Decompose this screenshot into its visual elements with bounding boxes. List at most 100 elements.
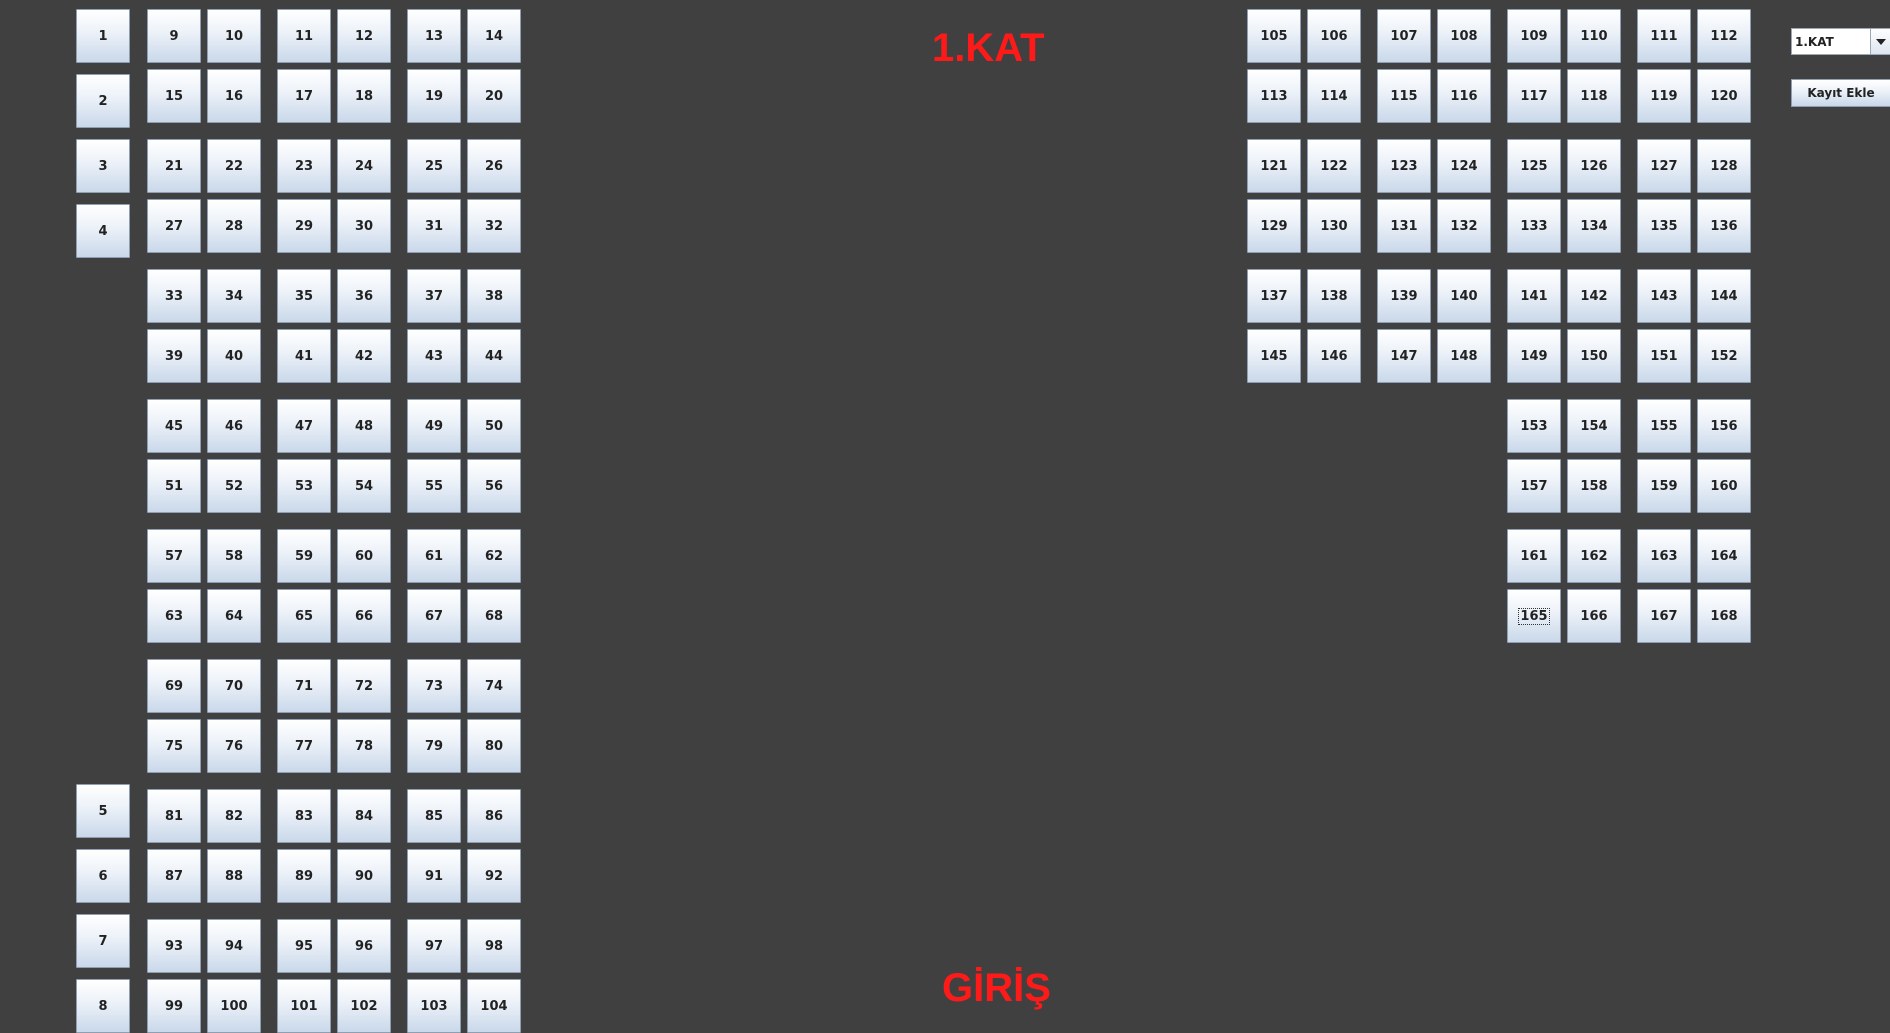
seat-button[interactable]: 161 bbox=[1507, 529, 1561, 583]
seat-button[interactable]: 97 bbox=[407, 919, 461, 973]
seat-button[interactable]: 7 bbox=[76, 914, 130, 968]
seat-button[interactable]: 150 bbox=[1567, 329, 1621, 383]
seat-button[interactable]: 130 bbox=[1307, 199, 1361, 253]
seat-button[interactable]: 155 bbox=[1637, 399, 1691, 453]
seat-button[interactable]: 112 bbox=[1697, 9, 1751, 63]
seat-button[interactable]: 122 bbox=[1307, 139, 1361, 193]
seat-button[interactable]: 8 bbox=[76, 979, 130, 1033]
seat-button[interactable]: 103 bbox=[407, 979, 461, 1033]
seat-button[interactable]: 153 bbox=[1507, 399, 1561, 453]
seat-button[interactable]: 52 bbox=[207, 459, 261, 513]
seat-button[interactable]: 157 bbox=[1507, 459, 1561, 513]
seat-button[interactable]: 59 bbox=[277, 529, 331, 583]
seat-button[interactable]: 73 bbox=[407, 659, 461, 713]
seat-button[interactable]: 99 bbox=[147, 979, 201, 1033]
seat-button[interactable]: 24 bbox=[337, 139, 391, 193]
seat-button[interactable]: 86 bbox=[467, 789, 521, 843]
add-record-button[interactable]: Kayıt Ekle bbox=[1791, 79, 1890, 107]
seat-button[interactable]: 61 bbox=[407, 529, 461, 583]
seat-button[interactable]: 44 bbox=[467, 329, 521, 383]
seat-button[interactable]: 135 bbox=[1637, 199, 1691, 253]
seat-button[interactable]: 54 bbox=[337, 459, 391, 513]
seat-button[interactable]: 15 bbox=[147, 69, 201, 123]
seat-button[interactable]: 67 bbox=[407, 589, 461, 643]
seat-button[interactable]: 40 bbox=[207, 329, 261, 383]
seat-button[interactable]: 78 bbox=[337, 719, 391, 773]
seat-button[interactable]: 144 bbox=[1697, 269, 1751, 323]
seat-button[interactable]: 38 bbox=[467, 269, 521, 323]
seat-button[interactable]: 3 bbox=[76, 139, 130, 193]
seat-button[interactable]: 39 bbox=[147, 329, 201, 383]
seat-button[interactable]: 10 bbox=[207, 9, 261, 63]
seat-button[interactable]: 30 bbox=[337, 199, 391, 253]
seat-button[interactable]: 4 bbox=[76, 204, 130, 258]
seat-button[interactable]: 65 bbox=[277, 589, 331, 643]
seat-button[interactable]: 166 bbox=[1567, 589, 1621, 643]
seat-button[interactable]: 14 bbox=[467, 9, 521, 63]
seat-button[interactable]: 114 bbox=[1307, 69, 1361, 123]
seat-button[interactable]: 74 bbox=[467, 659, 521, 713]
seat-button[interactable]: 148 bbox=[1437, 329, 1491, 383]
seat-button[interactable]: 102 bbox=[337, 979, 391, 1033]
seat-button[interactable]: 117 bbox=[1507, 69, 1561, 123]
seat-button[interactable]: 37 bbox=[407, 269, 461, 323]
seat-button[interactable]: 140 bbox=[1437, 269, 1491, 323]
seat-button[interactable]: 48 bbox=[337, 399, 391, 453]
seat-button[interactable]: 110 bbox=[1567, 9, 1621, 63]
seat-button[interactable]: 46 bbox=[207, 399, 261, 453]
seat-button[interactable]: 109 bbox=[1507, 9, 1561, 63]
seat-button[interactable]: 89 bbox=[277, 849, 331, 903]
seat-button[interactable]: 106 bbox=[1307, 9, 1361, 63]
seat-button[interactable]: 120 bbox=[1697, 69, 1751, 123]
seat-button[interactable]: 87 bbox=[147, 849, 201, 903]
seat-button[interactable]: 36 bbox=[337, 269, 391, 323]
seat-button[interactable]: 57 bbox=[147, 529, 201, 583]
seat-button[interactable]: 16 bbox=[207, 69, 261, 123]
seat-button[interactable]: 119 bbox=[1637, 69, 1691, 123]
seat-button[interactable]: 71 bbox=[277, 659, 331, 713]
seat-button[interactable]: 19 bbox=[407, 69, 461, 123]
seat-button[interactable]: 137 bbox=[1247, 269, 1301, 323]
seat-button[interactable]: 159 bbox=[1637, 459, 1691, 513]
seat-button[interactable]: 29 bbox=[277, 199, 331, 253]
seat-button[interactable]: 100 bbox=[207, 979, 261, 1033]
seat-button[interactable]: 163 bbox=[1637, 529, 1691, 583]
seat-button[interactable]: 41 bbox=[277, 329, 331, 383]
seat-button[interactable]: 145 bbox=[1247, 329, 1301, 383]
seat-button[interactable]: 164 bbox=[1697, 529, 1751, 583]
seat-button[interactable]: 35 bbox=[277, 269, 331, 323]
seat-button[interactable]: 69 bbox=[147, 659, 201, 713]
seat-button[interactable]: 116 bbox=[1437, 69, 1491, 123]
seat-button[interactable]: 94 bbox=[207, 919, 261, 973]
seat-button[interactable]: 23 bbox=[277, 139, 331, 193]
seat-button[interactable]: 90 bbox=[337, 849, 391, 903]
seat-button[interactable]: 50 bbox=[467, 399, 521, 453]
seat-button[interactable]: 64 bbox=[207, 589, 261, 643]
seat-button[interactable]: 141 bbox=[1507, 269, 1561, 323]
seat-button[interactable]: 66 bbox=[337, 589, 391, 643]
seat-button[interactable]: 2 bbox=[76, 74, 130, 128]
seat-button[interactable]: 118 bbox=[1567, 69, 1621, 123]
seat-button[interactable]: 12 bbox=[337, 9, 391, 63]
seat-button[interactable]: 17 bbox=[277, 69, 331, 123]
seat-button[interactable]: 129 bbox=[1247, 199, 1301, 253]
seat-button[interactable]: 42 bbox=[337, 329, 391, 383]
seat-button[interactable]: 22 bbox=[207, 139, 261, 193]
seat-button[interactable]: 88 bbox=[207, 849, 261, 903]
seat-button[interactable]: 28 bbox=[207, 199, 261, 253]
seat-button[interactable]: 146 bbox=[1307, 329, 1361, 383]
seat-button[interactable]: 108 bbox=[1437, 9, 1491, 63]
seat-button[interactable]: 85 bbox=[407, 789, 461, 843]
seat-button[interactable]: 47 bbox=[277, 399, 331, 453]
seat-button[interactable]: 20 bbox=[467, 69, 521, 123]
seat-button[interactable]: 131 bbox=[1377, 199, 1431, 253]
seat-button[interactable]: 134 bbox=[1567, 199, 1621, 253]
seat-button[interactable]: 68 bbox=[467, 589, 521, 643]
seat-button[interactable]: 63 bbox=[147, 589, 201, 643]
seat-button[interactable]: 53 bbox=[277, 459, 331, 513]
seat-button[interactable]: 107 bbox=[1377, 9, 1431, 63]
seat-button[interactable]: 132 bbox=[1437, 199, 1491, 253]
seat-button[interactable]: 133 bbox=[1507, 199, 1561, 253]
seat-button[interactable]: 128 bbox=[1697, 139, 1751, 193]
seat-button[interactable]: 27 bbox=[147, 199, 201, 253]
